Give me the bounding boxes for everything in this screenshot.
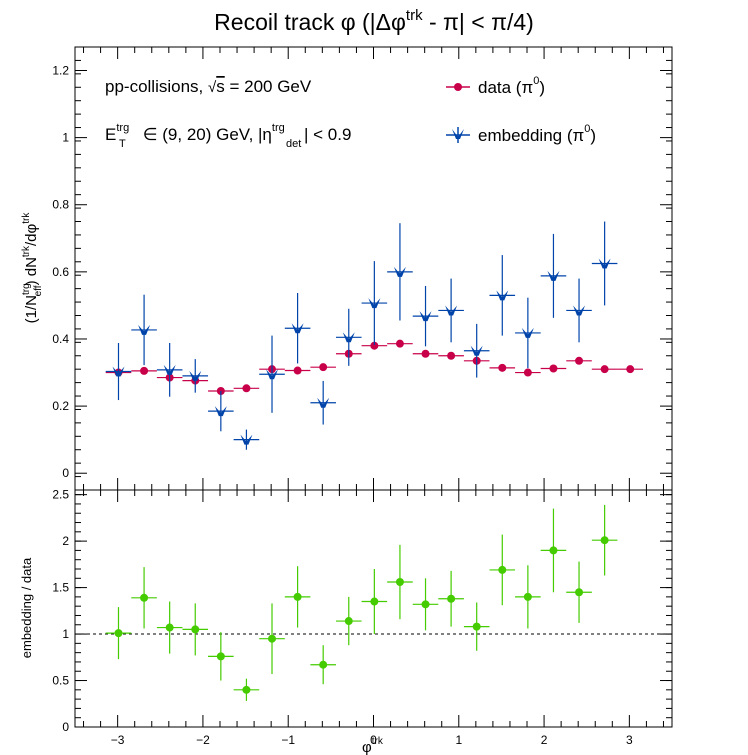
y-tick-label: 0.6	[52, 265, 69, 279]
y-tick-label: 0.5	[52, 674, 69, 688]
data-point	[291, 323, 304, 334]
data-point	[319, 363, 328, 372]
data-point	[112, 366, 125, 377]
data-point	[140, 366, 149, 375]
y-tick-label: 1	[62, 627, 69, 641]
y-tick-label: 0.4	[52, 332, 69, 346]
data-point	[163, 364, 176, 375]
top-panel-frame	[74, 46, 673, 491]
data-point	[293, 366, 302, 375]
data-point	[165, 623, 174, 632]
x-tick-label: 0	[370, 733, 377, 747]
legend-marker-embedding	[452, 129, 464, 139]
data-point	[523, 368, 532, 377]
data-point	[547, 270, 560, 281]
y-tick-label: 0.2	[52, 399, 69, 413]
data-point	[421, 349, 430, 358]
data-point	[523, 592, 532, 601]
data-point	[393, 266, 406, 277]
data-point	[268, 634, 277, 643]
y-tick-label: 0.8	[52, 198, 69, 212]
x-tick-label: −3	[111, 733, 125, 747]
data-point	[189, 370, 202, 381]
data-point	[626, 365, 635, 374]
data-point	[419, 311, 432, 322]
y-tick-label: 2	[62, 534, 69, 548]
data-point	[498, 363, 507, 372]
data-point	[191, 625, 200, 634]
data-point	[317, 397, 330, 408]
data-point	[140, 593, 149, 602]
data-point	[498, 565, 507, 574]
data-point	[496, 290, 509, 301]
data-point	[395, 578, 404, 587]
data-point	[342, 332, 355, 343]
data-point	[240, 434, 253, 445]
data-point	[600, 365, 609, 374]
bottom-panel-axes: −3 −2 −1 0 1 2 3 0 0.5 1 1.5 2 2.5	[52, 488, 672, 747]
top-panel-axes: 0 0.2 0.4 0.6 0.8 1 1.2	[52, 46, 672, 491]
data-point	[242, 685, 251, 694]
chart-title: Recoil track φ (|Δφtrk - π| < π/4)	[214, 7, 534, 35]
y-tick-label: 1	[62, 131, 69, 145]
annotation-collisions: pp-collisions, √s = 200 GeV	[105, 77, 312, 96]
x-tick-label: 3	[626, 733, 633, 747]
data-point	[370, 597, 379, 606]
legend-entry-data: data (π0)	[446, 75, 545, 97]
x-axis-label: φtrk	[362, 736, 384, 755]
data-point	[575, 588, 584, 597]
x-tick-label: 1	[455, 733, 462, 747]
data-point	[598, 258, 611, 269]
data-point	[421, 600, 430, 609]
data-point	[573, 305, 586, 316]
top-panel-marks	[105, 221, 644, 450]
data-point	[395, 339, 404, 348]
y-tick-label: 0	[62, 466, 69, 480]
y-tick-label: 2.5	[52, 488, 69, 502]
data-point	[470, 345, 483, 356]
data-point	[575, 356, 584, 365]
data-point	[344, 617, 353, 626]
legend-marker-data	[454, 83, 462, 91]
y-tick-label: 1.5	[52, 581, 69, 595]
y-tick-label: 1.2	[52, 63, 69, 77]
data-point	[447, 594, 456, 603]
annotation-cuts: Etrg T ∈ (9, 20) GeV, |ηtrgdet | < 0.9	[105, 122, 351, 150]
bottom-y-axis-label: embedding / data	[19, 557, 34, 658]
y-tick-label: 0	[62, 720, 69, 734]
x-tick-label: 2	[541, 733, 548, 747]
x-tick-label: −1	[281, 733, 295, 747]
data-point	[447, 351, 456, 360]
data-point	[242, 384, 251, 393]
data-point	[214, 406, 227, 417]
data-point	[600, 536, 609, 545]
data-point	[319, 660, 328, 669]
data-point	[521, 327, 534, 338]
bottom-panel-marks	[105, 504, 618, 701]
legend-label-embedding: embedding (π0)	[478, 123, 596, 145]
data-point	[266, 369, 279, 380]
data-point	[549, 364, 558, 373]
legend-entry-embedding: embedding (π0)	[446, 123, 596, 145]
data-point	[472, 622, 481, 631]
data-point	[293, 592, 302, 601]
data-point	[549, 546, 558, 555]
data-point	[114, 629, 123, 638]
top-y-axis-label: (1/Ntrgeff) dNtrk/dφtrk	[21, 212, 44, 324]
bottom-panel-frame	[74, 489, 673, 728]
x-tick-label: −2	[196, 733, 210, 747]
data-point	[368, 298, 381, 309]
data-point	[370, 341, 379, 350]
data-point	[138, 324, 151, 335]
data-point	[445, 305, 458, 316]
legend-label-data: data (π0)	[478, 75, 545, 97]
data-point	[216, 652, 225, 661]
